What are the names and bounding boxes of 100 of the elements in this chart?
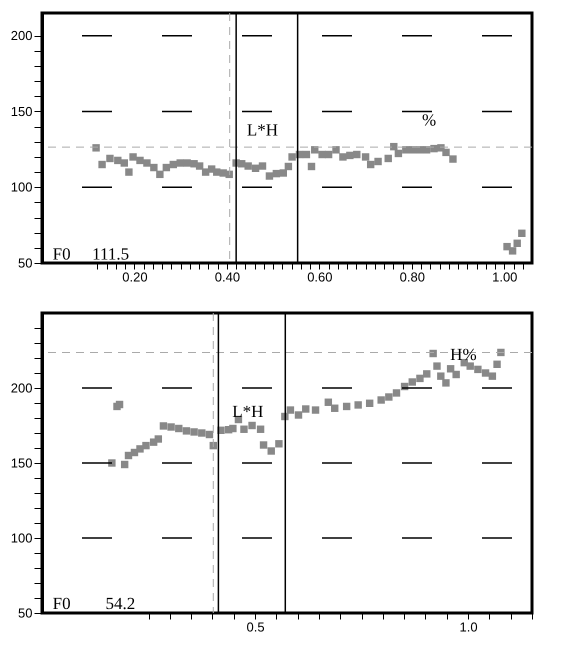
point xyxy=(442,148,450,156)
point xyxy=(240,426,248,433)
point xyxy=(366,160,374,168)
point xyxy=(433,362,441,370)
point xyxy=(488,372,496,380)
x-tick-label: 0.5 xyxy=(246,620,265,634)
point xyxy=(210,442,217,450)
point xyxy=(280,169,288,177)
point xyxy=(416,374,424,382)
point xyxy=(302,405,310,413)
point xyxy=(449,155,457,163)
point xyxy=(268,447,275,455)
y-tick-label: 100 xyxy=(10,530,32,546)
annotation: F0 xyxy=(52,594,71,613)
y-tick-label: 50 xyxy=(18,256,32,270)
point xyxy=(167,423,175,431)
point xyxy=(514,240,521,248)
point xyxy=(125,168,133,176)
annotation: F0 xyxy=(52,244,71,264)
annotation: 111.5 xyxy=(92,244,130,264)
point xyxy=(190,428,198,436)
point xyxy=(170,160,177,168)
point xyxy=(302,150,310,158)
point xyxy=(120,460,128,468)
x-tick-label: 0.40 xyxy=(214,270,240,284)
point xyxy=(385,393,393,401)
point xyxy=(256,426,264,433)
annotation: L*H xyxy=(232,402,264,421)
point xyxy=(442,379,450,387)
point xyxy=(92,144,100,152)
point xyxy=(275,440,283,448)
y-tick-label: 150 xyxy=(10,104,32,119)
point xyxy=(142,442,150,450)
point xyxy=(377,396,385,404)
point xyxy=(452,370,460,378)
point xyxy=(116,400,124,408)
annotation: L*H xyxy=(246,120,278,140)
point xyxy=(466,362,474,370)
point xyxy=(266,172,274,180)
point xyxy=(196,162,204,170)
x-tick-label: 0.20 xyxy=(122,270,148,284)
point xyxy=(286,406,294,414)
point xyxy=(339,153,347,161)
y-tick-label: 200 xyxy=(10,380,32,396)
point xyxy=(518,230,526,238)
point xyxy=(160,422,168,430)
point xyxy=(423,370,430,378)
point xyxy=(129,153,137,161)
point xyxy=(331,404,338,412)
point xyxy=(288,153,296,161)
annotation: H% xyxy=(450,345,477,364)
point xyxy=(353,150,361,158)
point xyxy=(374,158,382,166)
point xyxy=(106,154,114,162)
point xyxy=(156,170,164,178)
x-tick-label: 0.80 xyxy=(400,270,425,284)
x-tick-label: 1.00 xyxy=(492,270,518,284)
point xyxy=(182,427,190,435)
point xyxy=(474,366,482,374)
point xyxy=(154,435,162,443)
point xyxy=(493,360,501,368)
point xyxy=(136,156,144,164)
point xyxy=(312,406,320,414)
point xyxy=(114,156,122,164)
point xyxy=(437,372,445,380)
point xyxy=(392,389,400,397)
y-tick-label: 100 xyxy=(10,180,32,195)
point xyxy=(390,142,398,150)
point xyxy=(229,424,237,432)
point xyxy=(346,152,354,160)
point xyxy=(508,247,516,255)
point xyxy=(324,150,332,158)
point xyxy=(244,162,252,170)
point xyxy=(98,160,106,168)
point xyxy=(260,441,268,449)
point xyxy=(342,402,350,410)
point xyxy=(394,150,402,158)
y-tick-label: 200 xyxy=(10,28,32,44)
point xyxy=(183,159,191,167)
point xyxy=(248,422,256,430)
annotation: % xyxy=(422,110,436,130)
point xyxy=(284,162,292,170)
point xyxy=(143,159,151,167)
point xyxy=(198,429,206,437)
point xyxy=(150,164,158,172)
point xyxy=(362,153,370,161)
annotation: 54.2 xyxy=(106,594,136,613)
point xyxy=(446,365,454,373)
point xyxy=(162,164,170,172)
point xyxy=(422,146,430,154)
point xyxy=(384,154,392,162)
x-tick-label: 0.60 xyxy=(307,270,333,284)
point xyxy=(354,401,362,409)
point xyxy=(238,160,246,168)
y-tick-label: 150 xyxy=(10,456,32,470)
point xyxy=(324,398,332,406)
point xyxy=(175,424,182,432)
point xyxy=(252,164,260,172)
point xyxy=(408,378,416,386)
point xyxy=(226,170,233,178)
